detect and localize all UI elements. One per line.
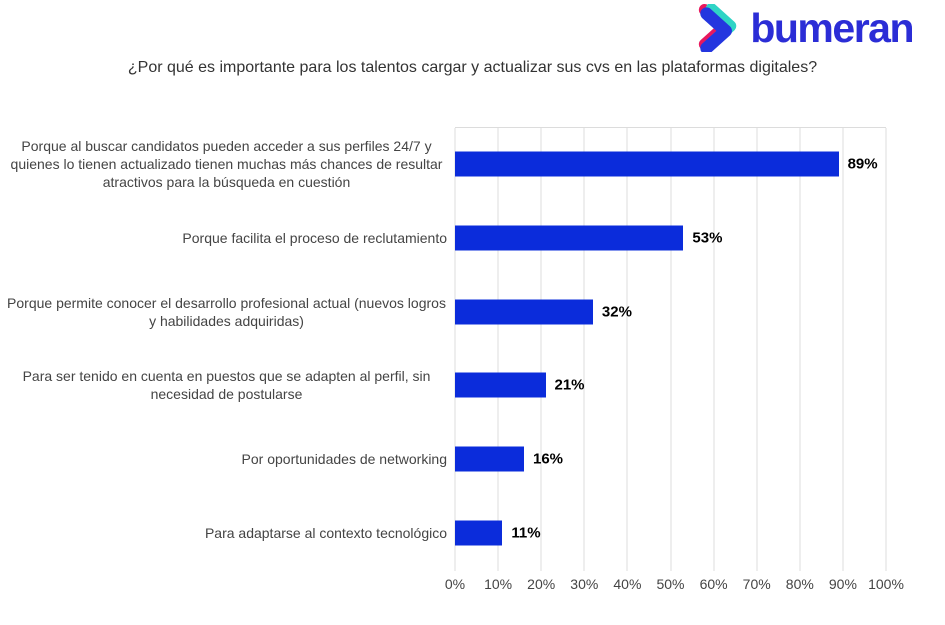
x-tick-label: 0% [444,576,466,592]
value-label: 89% [847,155,878,173]
gridline [497,128,499,571]
category-label-text: Para ser tenido en cuenta en puestos que… [22,368,431,403]
category-label-text: Para adaptarse al contexto tecnológico [204,525,447,542]
bar [455,372,546,398]
value-label: 21% [554,376,585,394]
gridline [454,128,456,571]
category-label-text: Porque facilita el proceso de reclutamie… [182,229,447,246]
category-label: Porque al buscar candidatos pueden acced… [6,127,447,201]
x-tick-label: 100% [868,576,904,592]
bumeran-logo: bumeran [695,4,914,52]
gridline [885,128,887,571]
category-label-text: Por oportunidades de networking [241,451,447,468]
x-tick-label: 40% [613,576,642,592]
gridline [583,128,585,571]
gridline [540,128,542,571]
category-label: Porque facilita el proceso de reclutamie… [6,201,447,275]
bar [455,299,593,325]
x-tick-label: 70% [742,576,771,592]
bar-row: Porque facilita el proceso de reclutamie… [0,201,945,275]
bar-rows: Porque al buscar candidatos pueden acced… [0,127,945,570]
gridline [756,128,758,571]
bar-row: Para ser tenido en cuenta en puestos que… [0,349,945,423]
category-label: Porque permite conocer el desarrollo pro… [6,275,447,349]
x-axis: 0% 10% 20% 30% 40% 50% 60% 70% 80% 90% 100% [445,576,904,594]
category-label: Para adaptarse al contexto tecnológico [6,496,447,570]
category-label-text: Porque al buscar candidatos pueden acced… [10,137,443,190]
plot-area [454,127,887,571]
category-label: Por oportunidades de networking [6,422,447,496]
bumeran-wordmark: bumeran [750,5,914,51]
value-label: 32% [601,303,632,321]
bumeran-chevron-icon [699,4,737,52]
bar-row: Por oportunidades de networking 16% [0,422,945,496]
x-tick-label: 90% [828,576,857,592]
category-label: Para ser tenido en cuenta en puestos que… [6,349,447,423]
bar [455,520,503,546]
bar-row: Para adaptarse al contexto tecnológico 11… [0,496,945,570]
bar [455,446,524,472]
x-tick-label: 20% [527,576,556,592]
x-tick-label: 10% [484,576,513,592]
x-tick-label: 60% [699,576,728,592]
gridline [626,128,628,571]
gridline [842,128,844,571]
category-label-text: Porque permite conocer el desarrollo pro… [7,294,446,329]
gridline [670,128,671,571]
chevron-blue-layer [700,7,733,52]
gridline [799,128,801,571]
value-label: 11% [511,524,541,542]
x-tick-label: 30% [570,576,599,592]
bar-row: Porque al buscar candidatos pueden acced… [0,127,945,201]
chart-title: ¿Por qué es importante para los talentos… [127,59,818,76]
bar [455,225,684,251]
bar [455,151,839,177]
x-tick-label: 50% [656,576,685,592]
x-tick-label: 80% [785,576,814,592]
value-label: 16% [533,450,564,468]
gridline [713,128,715,571]
value-label: 53% [692,229,723,247]
bar-row: Porque permite conocer el desarrollo pro… [0,275,945,349]
